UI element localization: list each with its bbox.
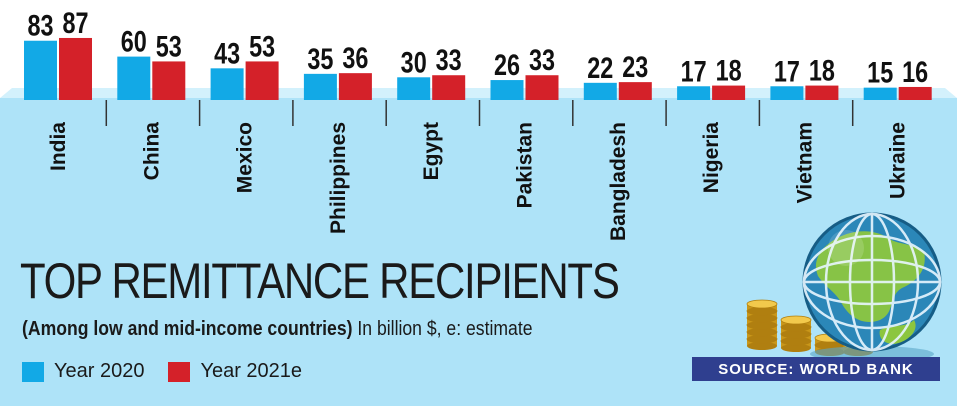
value-label-mexico-2020: 43 <box>214 37 240 70</box>
bar-ukraine-2020 <box>863 87 897 100</box>
bar-egypt-2021e <box>432 75 466 100</box>
value-label-china-2021e: 53 <box>156 30 182 63</box>
value-label-nigeria-2021e: 18 <box>716 54 742 87</box>
value-label-bangladesh-2021e: 23 <box>622 50 648 83</box>
category-label-bangladesh: Bangladesh <box>607 122 630 241</box>
legend-item-2020: Year 2020 <box>22 360 144 383</box>
value-label-pakistan-2020: 26 <box>494 48 520 81</box>
category-label-philippines: Philippines <box>327 122 350 234</box>
value-label-vietnam-2020: 17 <box>774 55 800 88</box>
legend-item-2021e: Year 2021e <box>168 360 302 383</box>
bar-mexico-2020 <box>210 68 244 100</box>
bar-india-2020 <box>24 40 57 100</box>
subtitle-bold: (Among low and mid-income countries) <box>22 318 353 340</box>
value-label-india-2020: 83 <box>27 9 53 42</box>
chart-subtitle: (Among low and mid-income countries) In … <box>22 318 533 341</box>
value-label-egypt-2020: 30 <box>401 46 427 79</box>
category-label-vietnam: Vietnam <box>793 122 816 203</box>
value-label-bangladesh-2020: 22 <box>587 51 613 84</box>
category-label-pakistan: Pakistan <box>514 122 537 208</box>
bar-pakistan-2021e <box>525 75 559 100</box>
bar-india-2021e <box>59 37 92 100</box>
bar-nigeria-2020 <box>677 86 711 100</box>
legend-swatch-2021e <box>168 361 191 382</box>
bar-vietnam-2020 <box>770 86 804 100</box>
value-label-egypt-2021e: 33 <box>436 43 462 76</box>
legend-swatch-2020 <box>22 361 44 382</box>
value-label-philippines-2021e: 36 <box>342 41 368 74</box>
value-label-india-2021e: 87 <box>62 6 88 39</box>
value-label-philippines-2020: 35 <box>307 42 333 75</box>
subtitle-rest: In billion $, e: estimate <box>352 318 533 340</box>
value-label-china-2020: 60 <box>121 25 147 58</box>
legend-label-2020: Year 2020 <box>54 360 145 382</box>
bar-nigeria-2021e <box>712 85 746 100</box>
value-label-vietnam-2021e: 18 <box>809 54 835 87</box>
chart-title: TOP REMITTANCE RECIPIENTS <box>20 253 620 309</box>
bar-philippines-2020 <box>303 73 337 100</box>
bar-philippines-2021e <box>338 73 372 100</box>
value-label-pakistan-2021e: 33 <box>529 43 555 76</box>
bar-vietnam-2021e <box>805 85 839 100</box>
value-label-ukraine-2020: 15 <box>867 56 893 89</box>
legend-label-2021e: Year 2021e <box>200 360 303 382</box>
bar-bangladesh-2021e <box>618 82 652 100</box>
bar-ukraine-2021e <box>898 86 932 100</box>
category-label-mexico: Mexico <box>234 122 257 193</box>
source-badge: SOURCE: WORLD BANK <box>692 357 940 381</box>
globe-icon <box>802 212 942 362</box>
bar-mexico-2021e <box>245 61 279 100</box>
bar-egypt-2020 <box>397 77 431 100</box>
bar-china-2020 <box>117 56 151 100</box>
value-label-mexico-2021e: 53 <box>249 30 275 63</box>
chart-panel <box>0 98 957 406</box>
bar-china-2021e <box>152 61 186 100</box>
bar-bangladesh-2020 <box>583 82 617 100</box>
value-label-nigeria-2020: 17 <box>681 55 707 88</box>
category-label-egypt: Egypt <box>420 122 443 180</box>
category-label-china: China <box>140 122 163 181</box>
value-label-ukraine-2021e: 16 <box>902 55 928 88</box>
category-label-ukraine: Ukraine <box>887 122 910 199</box>
bar-pakistan-2020 <box>490 80 524 100</box>
category-label-india: India <box>47 122 70 171</box>
legend: Year 2020 Year 2021e <box>22 360 326 383</box>
category-label-nigeria: Nigeria <box>700 122 723 194</box>
